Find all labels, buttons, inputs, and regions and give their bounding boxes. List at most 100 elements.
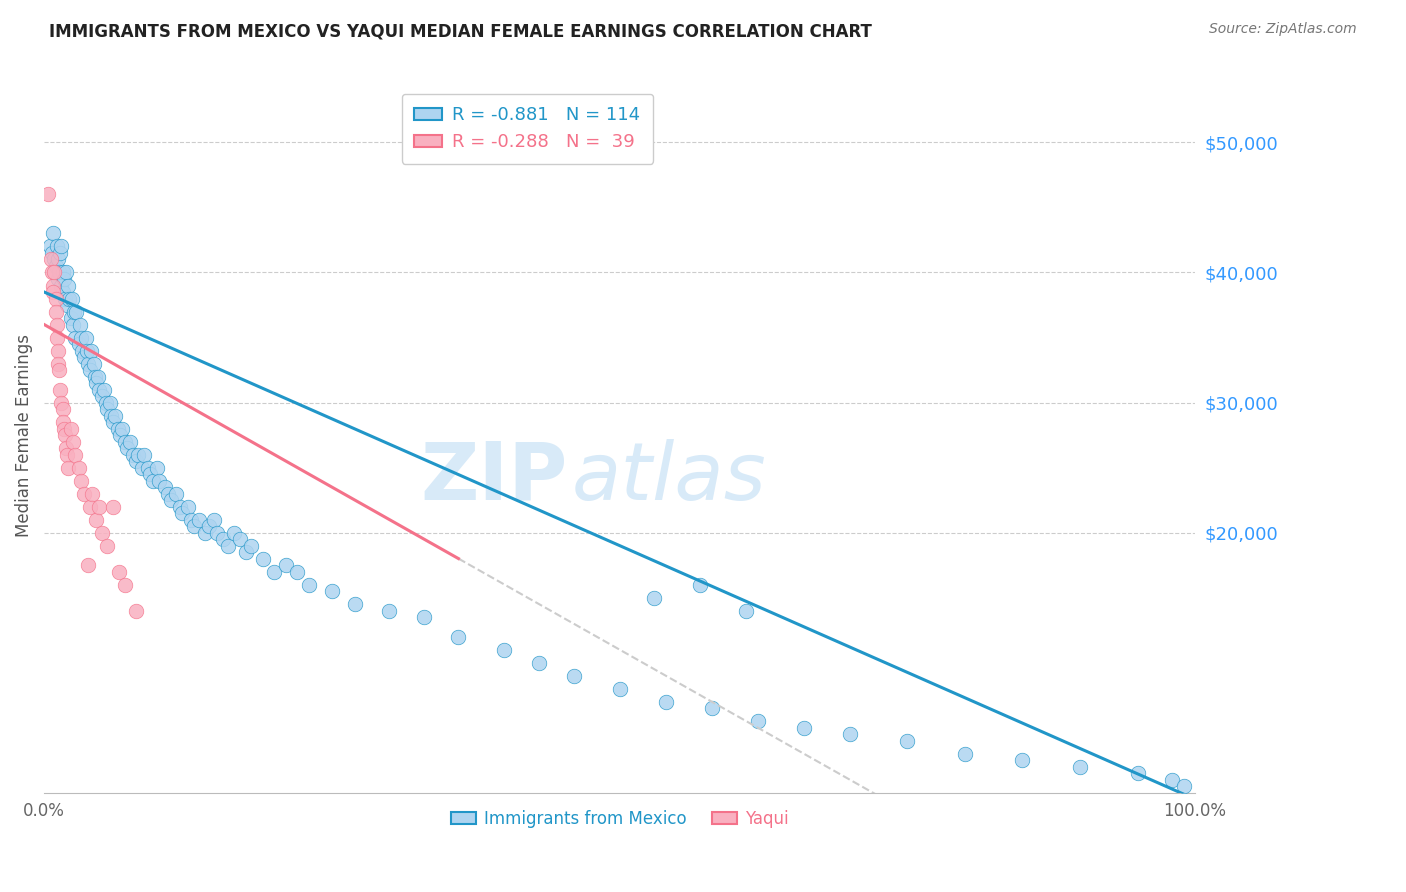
Point — [58, 460, 80, 475]
Text: IMMIGRANTS FROM MEXICO VS YAQUI MEDIAN FEMALE EARNINGS CORRELATION CHART: IMMIGRANTS FROM MEXICO VS YAQUI MEDIAN F… — [49, 22, 872, 40]
Point — [84, 512, 107, 526]
Point — [45, 259, 67, 273]
Point — [51, 402, 73, 417]
Point — [56, 448, 79, 462]
Point — [134, 448, 156, 462]
Point — [735, 604, 758, 618]
Point — [153, 480, 176, 494]
Point — [70, 330, 93, 344]
Point — [494, 642, 516, 657]
Point — [87, 369, 110, 384]
Point — [114, 434, 136, 449]
Text: Source: ZipAtlas.com: Source: ZipAtlas.com — [1209, 22, 1357, 37]
Point — [90, 525, 112, 540]
Point — [45, 239, 67, 253]
Point — [62, 318, 84, 332]
Point — [51, 395, 73, 409]
Point — [83, 369, 105, 384]
Point — [55, 265, 77, 279]
Point — [53, 292, 76, 306]
Point — [146, 460, 169, 475]
Point — [44, 252, 66, 267]
Point — [46, 272, 69, 286]
Point — [73, 486, 96, 500]
Point — [48, 265, 70, 279]
Point — [609, 681, 631, 696]
Point — [89, 383, 111, 397]
Point — [41, 265, 63, 279]
Point — [45, 304, 67, 318]
Point — [157, 486, 180, 500]
Point — [46, 357, 69, 371]
Point — [172, 506, 194, 520]
Point — [131, 460, 153, 475]
Point — [65, 304, 87, 318]
Point — [79, 500, 101, 514]
Point — [45, 292, 67, 306]
Point — [67, 460, 90, 475]
Text: ZIP: ZIP — [420, 439, 568, 517]
Point — [197, 519, 219, 533]
Point — [204, 512, 226, 526]
Text: atlas: atlas — [571, 439, 766, 517]
Point — [101, 415, 124, 429]
Point — [58, 278, 80, 293]
Point — [114, 577, 136, 591]
Point — [52, 421, 75, 435]
Point — [1161, 772, 1184, 787]
Point — [75, 330, 97, 344]
Point — [42, 285, 65, 299]
Point — [107, 421, 129, 435]
Point — [39, 252, 62, 267]
Point — [42, 227, 65, 241]
Point — [69, 318, 91, 332]
Point — [51, 278, 73, 293]
Legend: Immigrants from Mexico, Yaqui: Immigrants from Mexico, Yaqui — [444, 803, 796, 834]
Point — [90, 389, 112, 403]
Point — [89, 500, 111, 514]
Point — [76, 357, 98, 371]
Point — [1126, 766, 1149, 780]
Point — [747, 714, 769, 728]
Point — [67, 337, 90, 351]
Point — [183, 519, 205, 533]
Point — [953, 747, 976, 761]
Point — [45, 318, 67, 332]
Point — [52, 272, 75, 286]
Point — [49, 383, 72, 397]
Point — [51, 285, 73, 299]
Point — [79, 363, 101, 377]
Point — [104, 409, 127, 423]
Point — [180, 512, 202, 526]
Point — [127, 448, 149, 462]
Point — [136, 460, 159, 475]
Point — [240, 539, 263, 553]
Point — [100, 409, 122, 423]
Point — [45, 330, 67, 344]
Point — [205, 525, 228, 540]
Point — [222, 525, 245, 540]
Point — [60, 292, 83, 306]
Point — [343, 597, 366, 611]
Point — [120, 434, 142, 449]
Point — [56, 298, 79, 312]
Point — [139, 467, 162, 481]
Point — [700, 701, 723, 715]
Point — [49, 246, 72, 260]
Point — [96, 395, 118, 409]
Point — [76, 558, 98, 573]
Point — [59, 311, 82, 326]
Y-axis label: Median Female Earnings: Median Female Earnings — [15, 334, 32, 537]
Point — [51, 265, 73, 279]
Point — [70, 343, 93, 358]
Point — [62, 434, 84, 449]
Point — [63, 448, 86, 462]
Point — [235, 545, 257, 559]
Point — [263, 565, 285, 579]
Point — [44, 265, 66, 279]
Point — [96, 539, 118, 553]
Point — [46, 252, 69, 267]
Point — [229, 532, 252, 546]
Point — [217, 539, 239, 553]
Point — [115, 441, 138, 455]
